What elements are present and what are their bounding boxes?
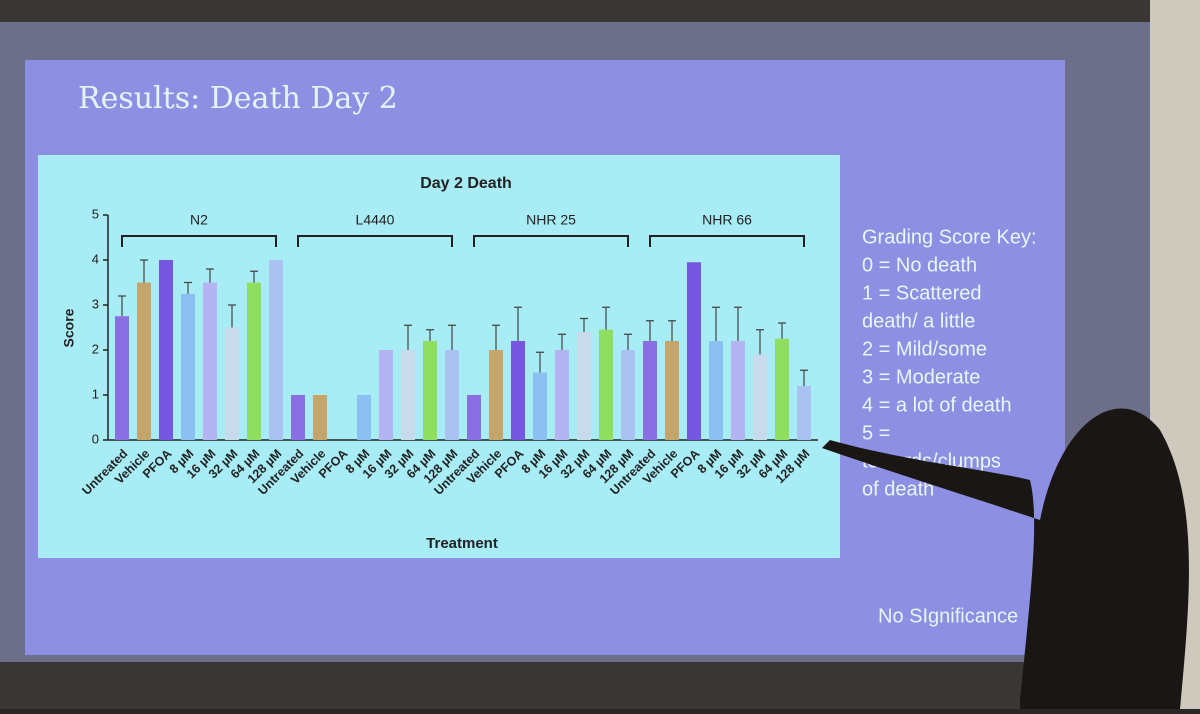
error-bar [624,333,632,350]
error-bar [206,268,214,283]
y-tick-label: 3 [92,296,99,311]
bar [467,395,481,440]
bar [445,350,459,440]
bar [115,316,129,440]
bar [181,293,195,440]
error-bar [492,324,500,350]
group-label: NHR 66 [702,212,752,228]
bar [555,350,569,440]
key-line: of death [862,478,934,500]
x-axis-label: Treatment [426,535,498,552]
error-bar [404,324,412,350]
error-bar [602,306,610,330]
group-label: NHR 25 [526,212,576,228]
bar [269,260,283,440]
error-bar [228,304,236,328]
bar [379,350,393,440]
key-line: 3 = Moderate [862,366,980,388]
key-line: death/ a little [862,310,975,332]
group-bracket [473,235,629,247]
group-label: L4440 [356,212,395,228]
y-tick-label: 4 [92,251,99,266]
bar [313,395,327,440]
bar [731,341,745,440]
error-bar [514,306,522,341]
bar [643,341,657,440]
group-label: N2 [190,212,208,228]
error-bar [734,306,742,341]
error-bar [426,329,434,341]
slide-title: Results: Death Day 2 [78,81,398,116]
error-bar [756,329,764,355]
error-bar [140,259,148,283]
bar [511,341,525,440]
bar [291,395,305,440]
key-line: 4 = a lot of death [862,394,1012,416]
bar [247,282,261,440]
key-line: 0 = No death [862,254,977,276]
error-bar [712,306,720,341]
bar [709,341,723,440]
error-bar [536,351,544,373]
error-bar [668,320,676,341]
bar [621,350,635,440]
key-line: 5 = [862,422,890,444]
y-tick-label: 1 [92,386,99,401]
bar [797,386,811,440]
bar [357,395,371,440]
bar [577,332,591,440]
key-line: Grading Score Key: [862,226,1037,248]
error-bar [580,317,588,332]
error-bar [184,281,192,294]
y-tick-label: 0 [92,431,99,446]
bar [687,262,701,440]
y-axis-label: Score [61,308,77,347]
error-bar [448,324,456,350]
presenter [822,408,1189,709]
error-bar [250,270,258,283]
bar [489,350,503,440]
group-bracket [297,235,453,247]
bar [137,282,151,440]
y-tick-label: 5 [92,206,99,221]
bar [203,282,217,440]
error-bar [778,322,786,339]
group-bracket [121,235,277,247]
error-bar [558,333,566,350]
y-tick-label: 2 [92,341,99,356]
group-bracket [649,235,805,247]
bar [423,341,437,440]
bar [775,338,789,440]
bar [665,341,679,440]
note: No SIgnificance [878,605,1018,627]
error-bar [646,320,654,341]
bar [599,329,613,440]
chart-title: Day 2 Death [420,175,512,192]
bar [225,327,239,440]
key-line: 2 = Mild/some [862,338,987,360]
bar [401,350,415,440]
bar [159,260,173,440]
error-bar [118,295,126,317]
bar [533,372,547,440]
key-line: 1 = Scattered [862,282,982,304]
bar [753,354,767,440]
error-bar [800,369,808,386]
